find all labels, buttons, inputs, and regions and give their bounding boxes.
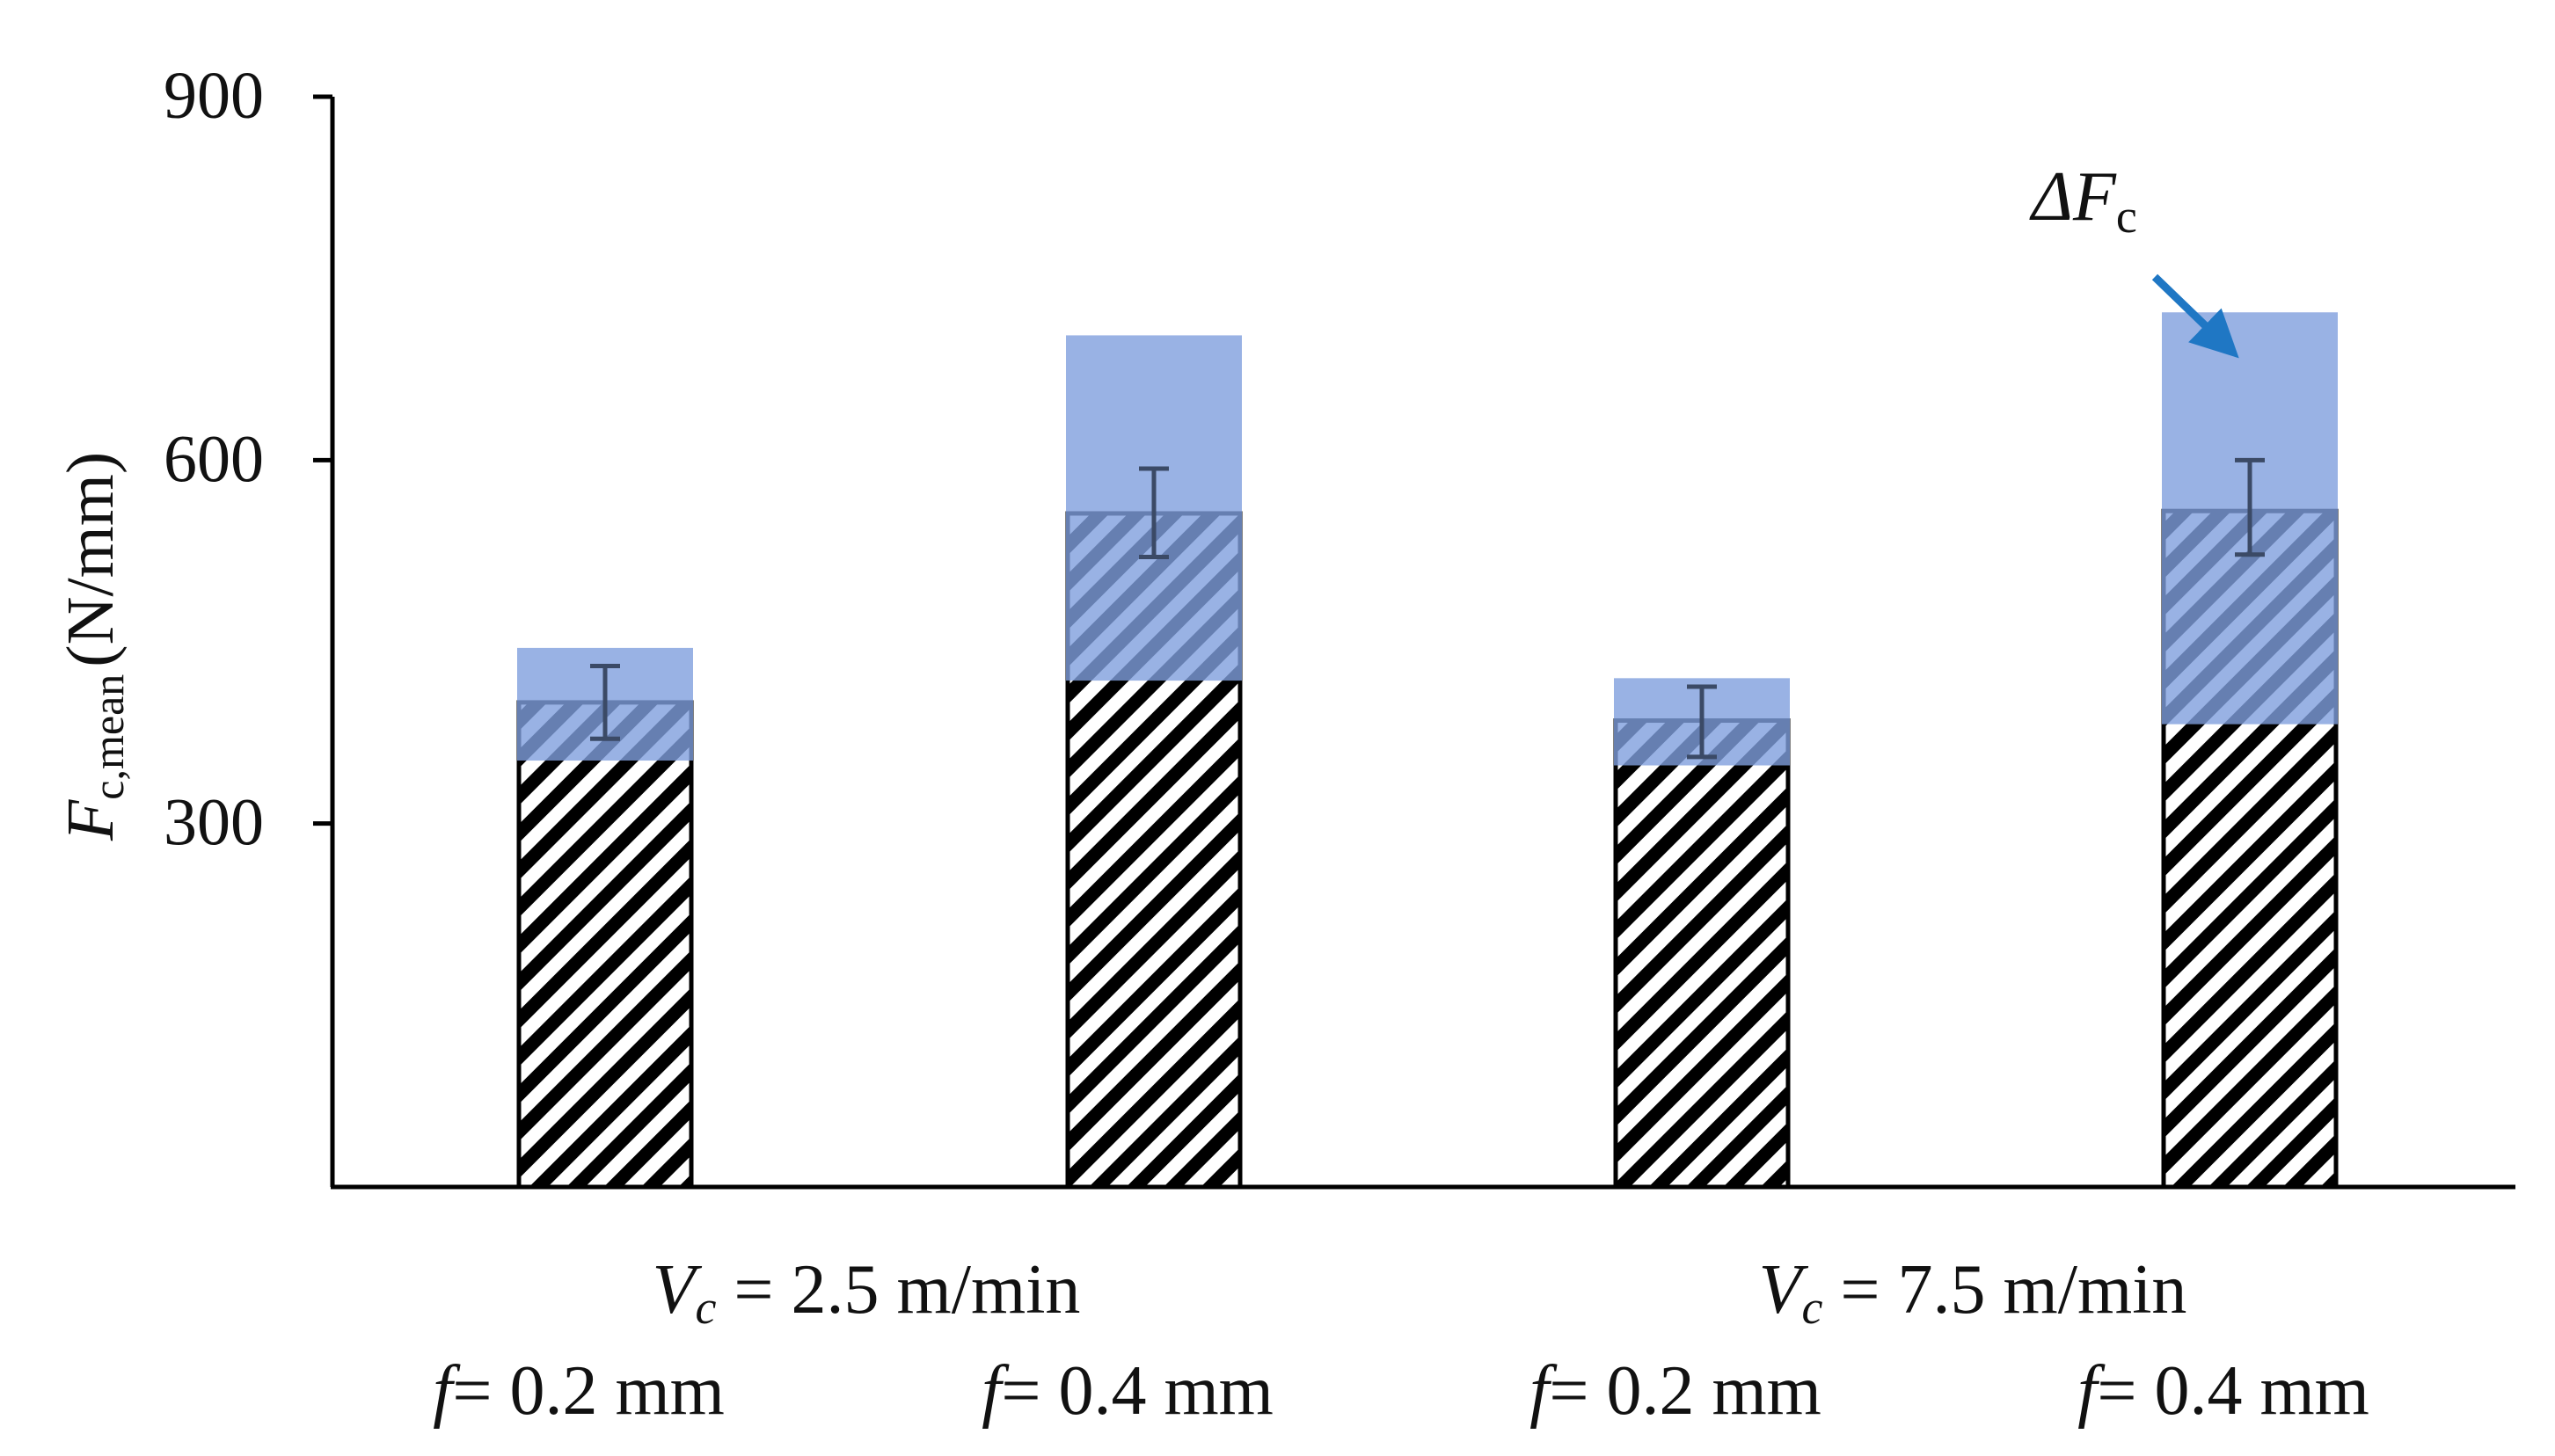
category-label-value: = 0.2 mm [1549,1352,1821,1430]
category-label-3: f= 0.2 mm [1529,1352,1821,1430]
category-label-value: = 0.2 mm [452,1352,725,1430]
bars-layer [516,508,2339,1190]
group-label-subscript: c [695,1281,716,1334]
y-axis-label: Fc,mean (N/mm) [54,452,133,841]
category-label-4: f= 0.4 mm [2077,1352,2369,1430]
group-label-symbol: V [1759,1251,1809,1329]
category-label-value: = 0.4 mm [1001,1352,1274,1430]
error-bar-3 [1687,684,1717,760]
group-label-1: Vc = 2.5 m/min [653,1251,1081,1334]
group-label-subscript: c [1801,1281,1822,1334]
y-tick-label-900: 900 [164,59,264,133]
group-label-value: = 2.5 m/min [716,1251,1080,1329]
annotation-subscript: c [2116,190,2137,243]
hatched-bar-1 [516,700,694,1190]
annotation-delta-fc: ΔFc [2029,158,2137,243]
delta-layer [517,312,2338,766]
group-label-2: Vc = 7.5 m/min [1759,1251,2187,1334]
error-bars-layer [590,457,2265,760]
category-label-2: f= 0.4 mm [982,1352,1274,1430]
error-bar-1 [590,664,620,741]
y-tick-labels: 300 600 900 [164,59,264,860]
y-axis-subscript: c,mean [84,674,133,800]
y-axis-symbol: F [54,798,128,841]
group-label-value: = 7.5 m/min [1822,1251,2186,1329]
annotation-symbol: ΔF [2029,158,2117,236]
y-tick-label-600: 600 [164,422,264,496]
annotation-arrow [2151,273,2239,359]
hatched-bar-3 [1613,718,1791,1190]
category-label-value: = 0.4 mm [2097,1352,2369,1430]
y-tick-label-300: 300 [164,786,264,860]
axes-layer [313,94,2515,1190]
category-label-1: f= 0.2 mm [433,1352,725,1430]
annotation-layer: ΔFc [2029,158,2239,359]
group-label-symbol: V [653,1251,703,1329]
y-axis-title: Fc,mean (N/mm) [54,452,133,841]
error-bar-2 [1139,466,1169,560]
error-bar-4 [2235,457,2265,557]
y-axis-unit: (N/mm) [54,452,128,667]
